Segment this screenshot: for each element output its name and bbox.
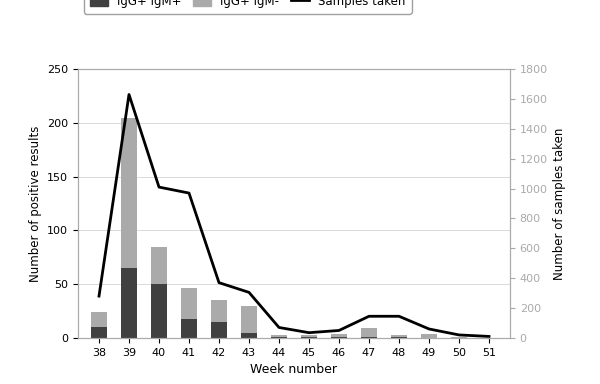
Bar	[181, 288, 197, 319]
Bar	[211, 322, 227, 338]
Bar	[241, 306, 257, 333]
Bar	[181, 319, 197, 338]
Bar	[301, 337, 317, 338]
Bar	[391, 337, 407, 338]
X-axis label: Week number: Week number	[251, 363, 337, 376]
Y-axis label: Number of samples taken: Number of samples taken	[553, 127, 566, 280]
Bar	[451, 337, 467, 338]
Bar	[211, 300, 227, 322]
Bar	[91, 327, 107, 338]
Legend: IgG+ IgM+, IgG+ IgM-, Samples taken: IgG+ IgM+, IgG+ IgM-, Samples taken	[84, 0, 412, 14]
Bar	[331, 337, 347, 338]
Bar	[91, 312, 107, 327]
Bar	[421, 334, 437, 338]
Bar	[121, 268, 137, 338]
Bar	[391, 335, 407, 337]
Bar	[361, 337, 377, 338]
Bar	[361, 328, 377, 337]
Bar	[241, 333, 257, 338]
Bar	[271, 337, 287, 338]
Bar	[331, 334, 347, 337]
Bar	[151, 247, 167, 284]
Bar	[151, 284, 167, 338]
Y-axis label: Number of positive results: Number of positive results	[29, 125, 41, 282]
Bar	[301, 335, 317, 337]
Bar	[121, 118, 137, 268]
Bar	[271, 335, 287, 337]
